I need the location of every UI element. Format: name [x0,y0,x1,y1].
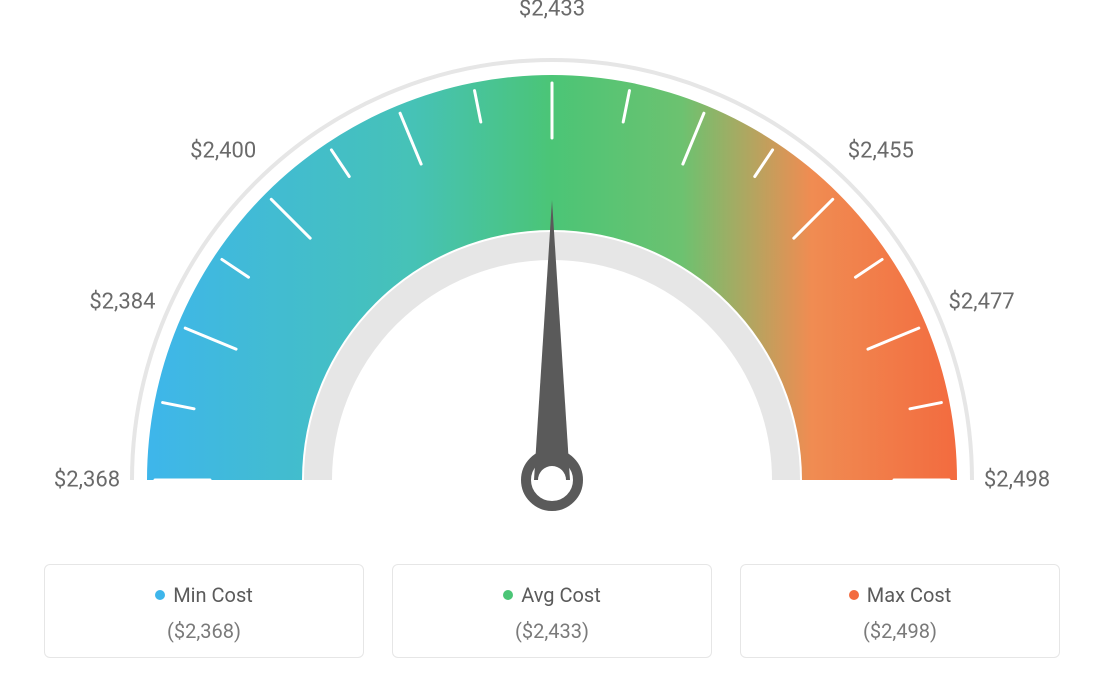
legend-value-min: ($2,368) [55,619,353,643]
legend-value-max: ($2,498) [751,619,1049,643]
legend-dot-avg [503,590,513,600]
legend-label-min: Min Cost [173,583,253,607]
legend-value-avg: ($2,433) [403,619,701,643]
legend-title-max: Max Cost [849,583,952,607]
legend-card-avg: Avg Cost ($2,433) [392,564,712,658]
gauge-scale-label: $2,477 [949,290,1015,315]
gauge-scale-label: $2,433 [519,0,585,22]
legend-title-avg: Avg Cost [503,583,601,607]
legend-label-max: Max Cost [867,583,952,607]
legend-card-max: Max Cost ($2,498) [740,564,1060,658]
legend-title-min: Min Cost [155,583,253,607]
gauge-scale-label: $2,384 [89,290,155,315]
legend-card-min: Min Cost ($2,368) [44,564,364,658]
gauge-chart: $2,368 $2,384 $2,400 $2,433 $2,455 $2,477 $2,4… [0,0,1104,560]
legend-dot-max [849,590,859,600]
gauge-scale-label: $2,368 [54,468,120,493]
legend-row: Min Cost ($2,368) Avg Cost ($2,433) Max … [0,564,1104,658]
gauge-scale-label: $2,455 [848,139,914,164]
gauge-scale-label: $2,498 [984,468,1050,493]
gauge-scale-label: $2,400 [190,139,256,164]
legend-label-avg: Avg Cost [521,583,601,607]
gauge-svg [0,0,1104,560]
legend-dot-min [155,590,165,600]
